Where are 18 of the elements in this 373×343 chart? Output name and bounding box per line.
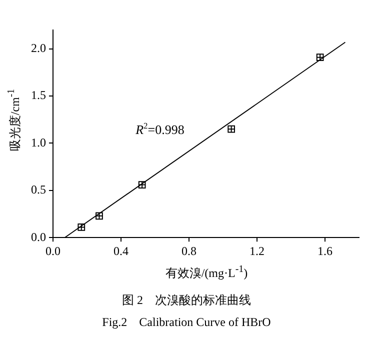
y-tick-label: 1.0 [31, 135, 46, 150]
x-tick-label: 1.6 [318, 244, 332, 258]
y-tick-label: 2.0 [31, 41, 46, 56]
x-tick-label: 0.4 [114, 244, 128, 258]
x-tick-label: 0.8 [182, 244, 196, 258]
point [96, 212, 103, 220]
caption: 图 2 次溴酸的标准曲线 [121, 292, 252, 309]
point [138, 181, 146, 188]
x-tick-label: 1.2 [250, 244, 264, 258]
y-tick-label: 0.5 [31, 182, 46, 197]
x-tick-label: 0.0 [46, 244, 60, 258]
x-axis-title: 有效溴/(mg·L$^{-1}$) [164, 264, 249, 282]
y-tick-label: 0.0 [31, 230, 46, 244]
point [228, 125, 236, 133]
point [78, 224, 86, 231]
y-tick-label: 1.5 [31, 88, 46, 102]
point [316, 54, 324, 62]
caption: Fig.2 Calibration Curve of HBrO [101, 314, 272, 331]
